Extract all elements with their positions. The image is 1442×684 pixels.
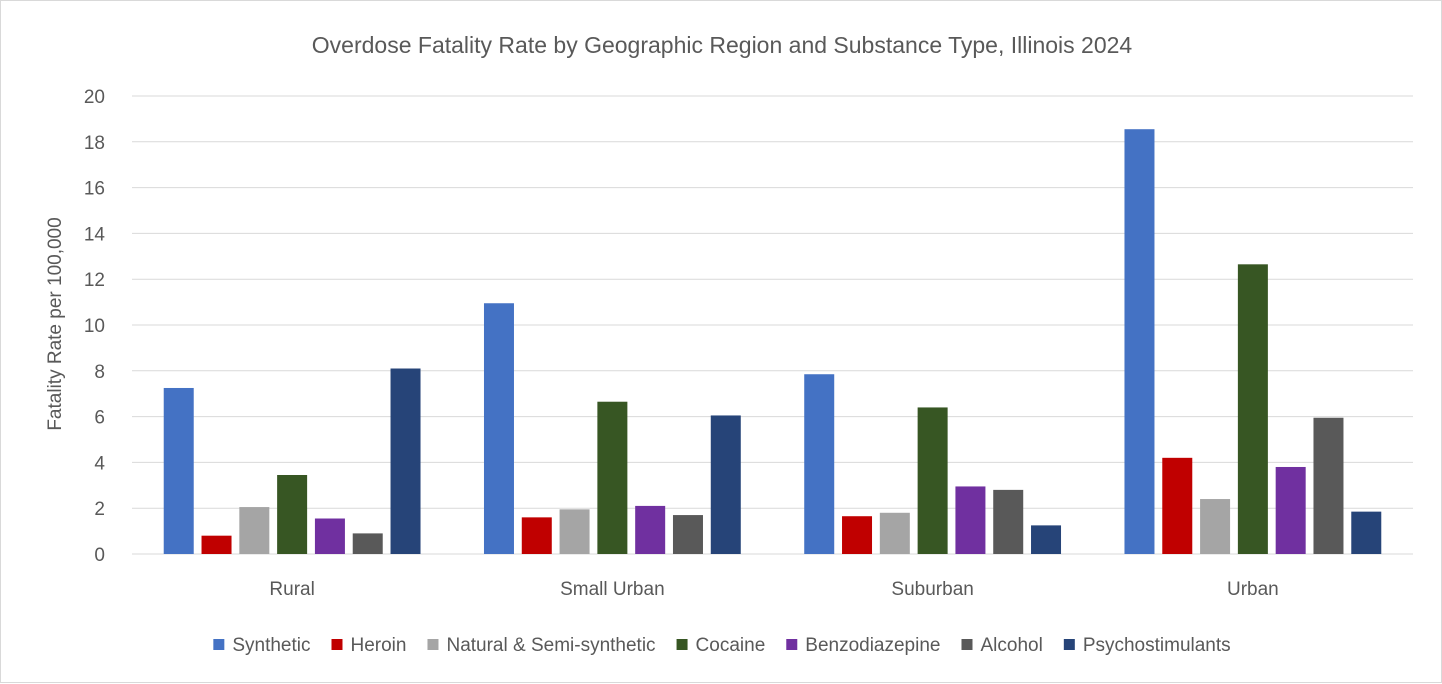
chart-title: Overdose Fatality Rate by Geographic Reg… (312, 32, 1133, 58)
legend-swatch (786, 639, 798, 650)
x-tick-label: Rural (269, 579, 314, 600)
y-tick-label: 10 (84, 316, 105, 337)
y-axis-ticks: 0 2 4 6 8 10 12 14 16 18 20 (84, 87, 106, 566)
bar-psychostimulants-small-urban (710, 415, 741, 554)
bar-psychostimulants-urban (1351, 511, 1382, 554)
legend-label: Psychostimulants (1083, 635, 1231, 656)
legend-swatch (676, 639, 688, 650)
legend: Synthetic Heroin Natural & Semi-synthetic C… (213, 635, 1231, 656)
bar-cocaine-suburban (917, 407, 948, 554)
bar-psychostimulants-rural (390, 368, 421, 554)
x-tick-label: Urban (1227, 579, 1279, 600)
legend-swatch (213, 639, 225, 650)
bar-synthetic-suburban (804, 374, 835, 554)
legend-label: Heroin (350, 635, 406, 656)
bar-natural-semi-synthetic-suburban (879, 512, 910, 554)
bar-alcohol-suburban (993, 489, 1024, 554)
bar-heroin-suburban (842, 516, 873, 554)
legend-swatch (427, 639, 439, 650)
bar-natural-semi-synthetic-urban (1200, 499, 1231, 554)
y-tick-label: 16 (84, 179, 105, 200)
y-tick-label: 6 (94, 408, 105, 429)
bar-alcohol-urban (1313, 417, 1344, 554)
bar-heroin-small-urban (521, 517, 552, 554)
bar-heroin-urban (1162, 457, 1193, 554)
y-tick-label: 20 (84, 87, 105, 108)
legend-label: Cocaine (696, 635, 766, 656)
legend-item-natural-semi-synthetic: Natural & Semi-synthetic (427, 635, 656, 656)
y-tick-label: 4 (94, 453, 105, 474)
gridlines (132, 95, 1413, 555)
y-tick-label: 14 (84, 224, 106, 245)
legend-swatch (331, 639, 343, 650)
bars (163, 129, 1382, 554)
x-tick-label: Small Urban (560, 579, 665, 600)
y-axis-title: Fatality Rate per 100,000 (45, 217, 66, 430)
legend-label: Alcohol (980, 635, 1042, 656)
bar-natural-semi-synthetic-rural (239, 507, 270, 554)
y-tick-label: 18 (84, 133, 105, 154)
legend-label: Natural & Semi-synthetic (446, 635, 655, 656)
bar-cocaine-small-urban (597, 401, 628, 554)
legend-item-alcohol: Alcohol (961, 635, 1043, 656)
x-axis-ticks: Rural Small Urban Suburban Urban (269, 579, 1278, 600)
y-tick-label: 12 (84, 270, 105, 291)
bar-natural-semi-synthetic-small-urban (559, 509, 590, 554)
legend-item-synthetic: Synthetic (213, 635, 310, 656)
legend-swatch (961, 639, 973, 650)
legend-item-psychostimulants: Psychostimulants (1063, 635, 1231, 656)
bar-cocaine-urban (1237, 264, 1268, 554)
bar-psychostimulants-suburban (1031, 525, 1062, 554)
bar-synthetic-small-urban (483, 303, 514, 554)
y-tick-label: 0 (94, 545, 105, 566)
x-tick-label: Suburban (891, 579, 973, 600)
bar-benzodiazepine-rural (314, 518, 345, 554)
bar-synthetic-rural (163, 387, 194, 554)
legend-item-heroin: Heroin (331, 635, 406, 656)
bar-alcohol-rural (352, 533, 383, 554)
legend-label: Benzodiazepine (805, 635, 940, 656)
bar-cocaine-rural (277, 474, 308, 554)
bar-synthetic-urban (1124, 129, 1155, 554)
y-tick-label: 8 (94, 362, 105, 383)
bar-benzodiazepine-small-urban (635, 505, 666, 554)
bar-heroin-rural (201, 535, 232, 554)
y-tick-label: 2 (94, 499, 105, 520)
legend-item-benzodiazepine: Benzodiazepine (786, 635, 940, 656)
bar-benzodiazepine-suburban (955, 486, 986, 554)
bar-benzodiazepine-urban (1275, 466, 1306, 554)
legend-swatch (1063, 639, 1075, 650)
bar-alcohol-small-urban (672, 515, 703, 554)
legend-item-cocaine: Cocaine (676, 635, 766, 656)
legend-label: Synthetic (232, 635, 310, 656)
